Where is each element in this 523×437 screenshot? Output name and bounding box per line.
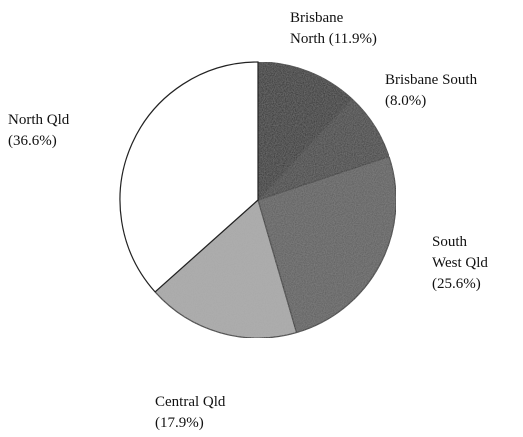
category-label: Brisbane North [290,10,344,47]
slice-label: North Qld (36.6%) [8,110,70,152]
category-label: Brisbane South [385,72,478,88]
category-label: North Qld [8,112,70,128]
slice-label: South West Qld (25.6%) [432,232,490,295]
pie-slice [257,155,397,334]
slice-label: Brisbane North (11.9%) [290,8,380,50]
value-label: (25.6%) [432,276,481,292]
slice-label: Brisbane South (8.0%) [385,70,480,112]
category-label: Central Qld [155,394,226,410]
pie-slice [119,61,259,293]
pie-slice [154,198,298,339]
category-label: South West Qld [432,234,488,271]
value-label: (11.9%) [328,31,377,47]
value-label: (8.0%) [385,93,427,109]
value-label: (36.6%) [8,133,57,149]
pie-slice [257,61,353,202]
value-label: (17.9%) [155,415,204,431]
slice-label: Central Qld (17.9%) [155,392,240,434]
